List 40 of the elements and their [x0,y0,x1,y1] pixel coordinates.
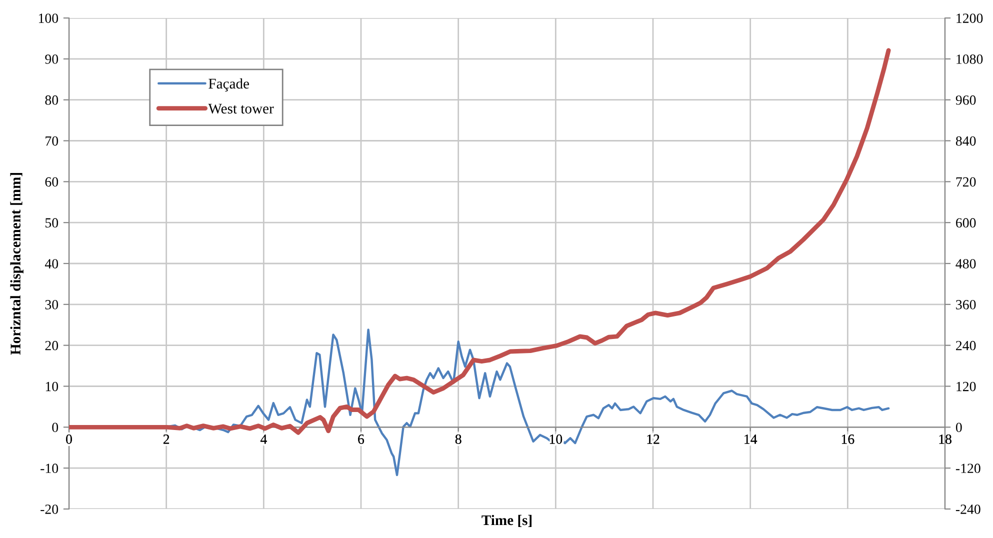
y2-tick-label: 1200 [956,14,983,23]
legend-label: West tower [208,104,274,114]
y-tick-label: 70 [46,136,58,146]
x-tick-label: 0 [66,434,72,444]
y-tick-label: -10 [40,464,58,474]
y2-tick-label: 840 [956,136,976,146]
y2-tick-label: 480 [956,259,976,268]
y2-tick-label: 600 [956,218,976,228]
y-tick-label: 30 [45,300,58,310]
y-tick-label: 10 [46,382,58,392]
y2-tick-label: 120 [956,382,976,392]
y-axis-title: Horizntal displacement [mm] [10,173,24,355]
y2-tick-label: 240 [956,340,976,350]
x-tick-label: 8 [455,434,462,444]
y2-tick-label: -120 [956,464,980,474]
y2-tick-label: 1080 [956,54,983,64]
y-tick-label: 20 [45,340,58,350]
y2-tick-label: 720 [956,177,976,187]
x-tick-label: 2 [163,434,170,444]
x-tick-label: 16 [842,434,854,444]
y2-tick-label: 0 [956,422,962,432]
x-tick-label: 4 [260,434,267,444]
line-series [69,48,891,435]
y-tick-label: 50 [46,218,58,228]
y-tick-label: 100 [38,14,58,23]
x-tick-label: 14 [744,434,758,444]
y-tick-label: -20 [40,504,58,514]
x-tick-label: 6 [358,434,364,444]
y-tick-label: 0 [52,422,58,432]
y2-tick-label: 960 [956,95,976,105]
y-tick-label: 40 [44,259,58,268]
y-tick-label: 60 [45,177,58,187]
y2-tick-label: -240 [956,504,980,514]
x-tick-label: 12 [647,434,660,444]
y-tick-label: 80 [45,95,58,105]
y-tick-label: 90 [45,54,58,64]
y2-tick-label: 360 [956,300,976,310]
legend-label: Façade [208,78,249,92]
x-tick-label: 18 [939,434,952,444]
x-axis-title: Time [s] [482,514,532,527]
